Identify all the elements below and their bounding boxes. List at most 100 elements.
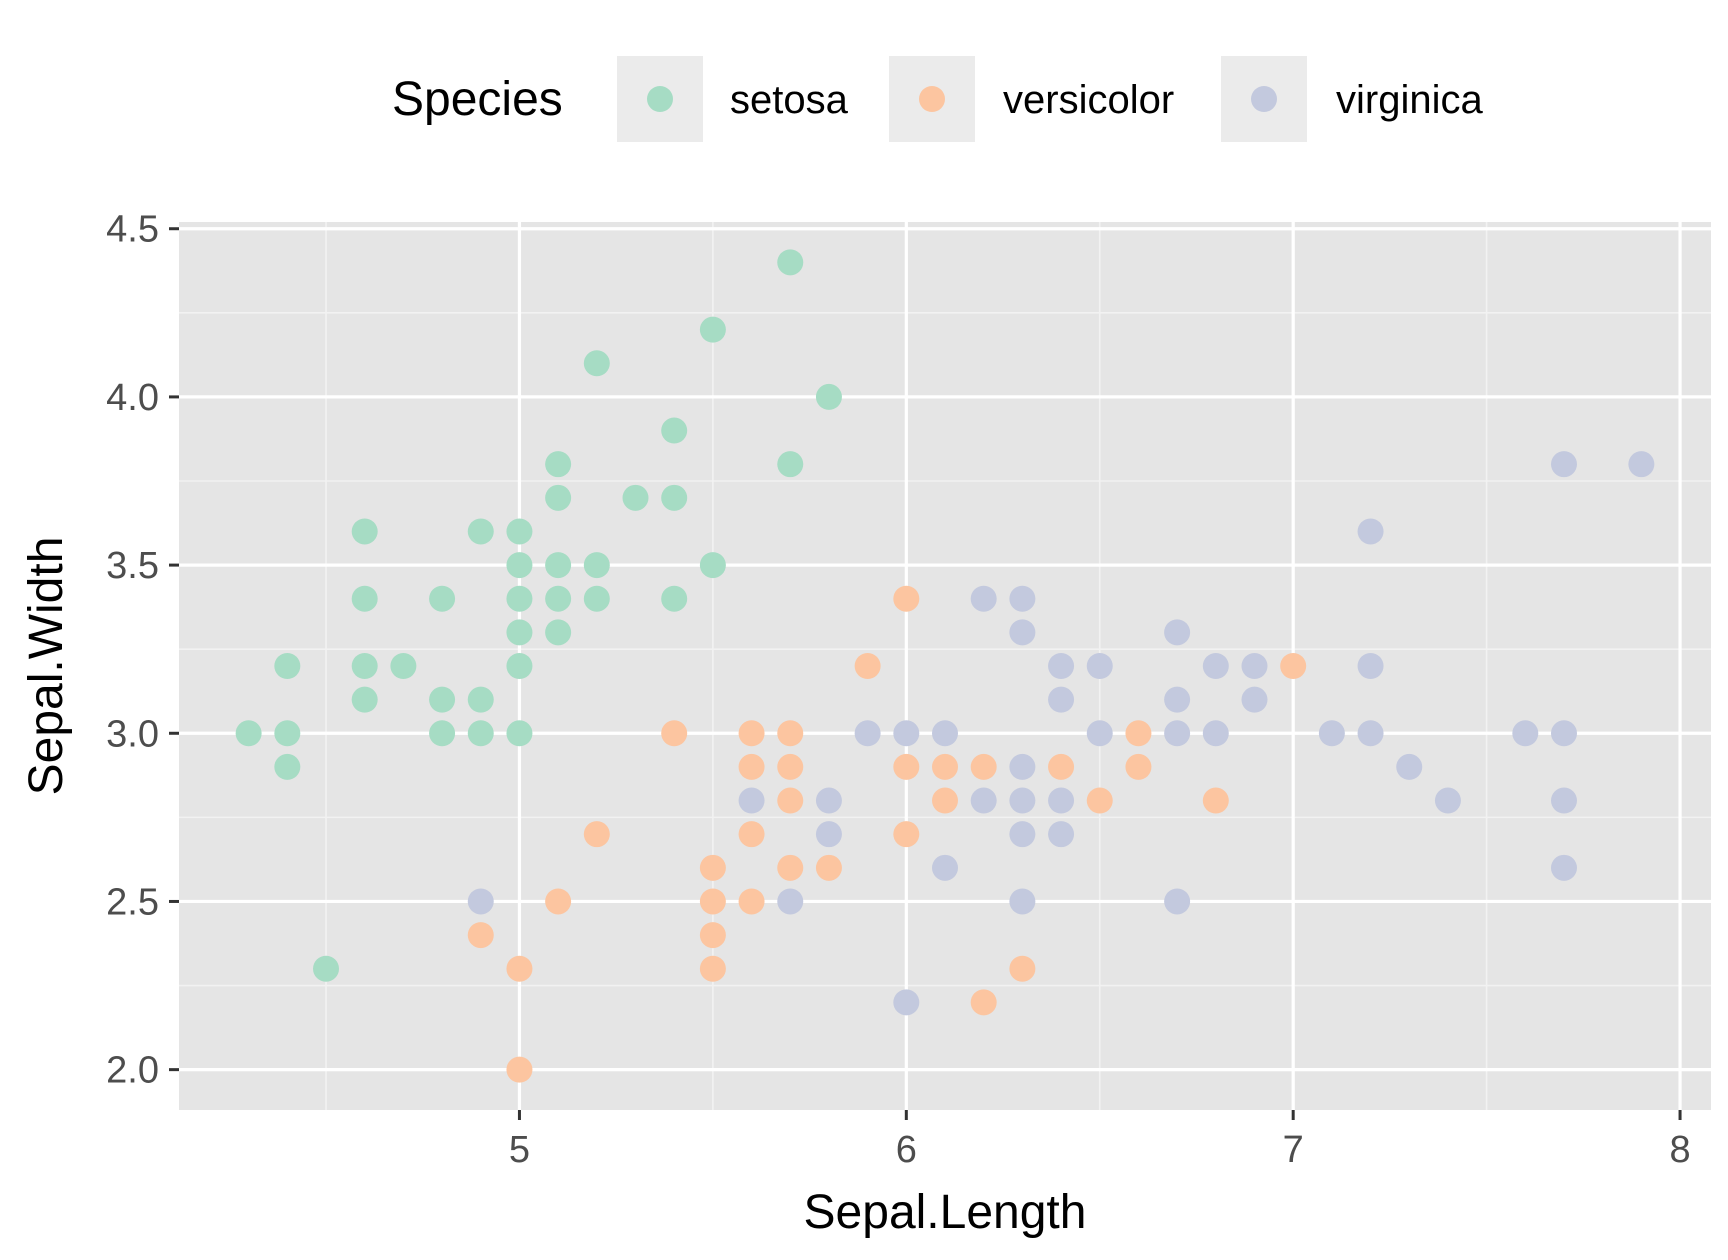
plot-panel — [179, 222, 1711, 1110]
virginica-point — [1550, 787, 1577, 814]
virginica-point — [893, 989, 920, 1016]
setosa-point — [506, 552, 533, 579]
x-tick-label: 5 — [509, 1129, 530, 1171]
y-tick-label: 3.5 — [106, 545, 159, 587]
setosa-point — [506, 720, 533, 747]
virginica-point — [1009, 619, 1036, 646]
x-axis-title: Sepal.Length — [804, 1186, 1087, 1239]
setosa-point — [429, 686, 456, 713]
versicolor-point — [1280, 653, 1307, 679]
setosa-point — [777, 249, 804, 276]
setosa-point — [351, 686, 378, 713]
setosa-point — [313, 955, 340, 982]
versicolor-point — [932, 753, 958, 780]
setosa-point — [351, 518, 378, 545]
virginica-point — [1164, 686, 1191, 713]
virginica-point — [777, 888, 804, 915]
setosa-point — [390, 653, 417, 679]
versicolor-point — [583, 821, 610, 848]
legend-marker-versicolor — [919, 86, 945, 112]
setosa-point — [777, 451, 804, 478]
setosa-point — [583, 350, 610, 377]
x-tick-label: 6 — [896, 1129, 917, 1171]
virginica-point — [970, 787, 997, 814]
setosa-point — [583, 552, 610, 579]
y-tick-label: 4.0 — [106, 377, 159, 419]
virginica-point — [815, 787, 842, 814]
virginica-point — [467, 888, 494, 915]
legend-label-setosa: setosa — [730, 78, 849, 122]
versicolor-point — [777, 787, 804, 814]
versicolor-point — [506, 1056, 533, 1083]
setosa-point — [274, 653, 301, 679]
setosa-point — [545, 451, 572, 478]
versicolor-point — [1125, 753, 1152, 780]
setosa-point — [506, 619, 533, 646]
virginica-point — [1357, 653, 1384, 679]
versicolor-point — [893, 821, 920, 848]
virginica-point — [1009, 888, 1036, 915]
virginica-point — [1434, 787, 1461, 814]
virginica-point — [1628, 451, 1655, 478]
virginica-point — [1512, 720, 1539, 747]
versicolor-point — [1125, 720, 1152, 747]
virginica-point — [1396, 753, 1423, 780]
virginica-point — [1009, 787, 1036, 814]
virginica-point — [1241, 653, 1268, 679]
x-axis: 5 6 7 8 — [509, 1110, 1691, 1171]
setosa-point — [815, 383, 842, 410]
virginica-point — [1202, 720, 1229, 747]
setosa-point — [274, 720, 301, 747]
setosa-point — [274, 753, 301, 780]
versicolor-point — [970, 753, 997, 780]
setosa-point — [661, 585, 688, 612]
versicolor-point — [970, 989, 997, 1016]
virginica-point — [1164, 720, 1191, 747]
virginica-point — [1048, 787, 1075, 814]
setosa-point — [467, 686, 494, 713]
versicolor-point — [699, 854, 726, 881]
x-tick-label: 7 — [1283, 1129, 1304, 1171]
versicolor-point — [661, 720, 688, 747]
virginica-point — [1318, 720, 1345, 747]
versicolor-point — [1202, 787, 1229, 814]
versicolor-point — [467, 922, 494, 949]
setosa-point — [235, 720, 262, 747]
versicolor-point — [893, 753, 920, 780]
virginica-point — [1086, 653, 1113, 679]
y-tick-label: 2.5 — [106, 881, 159, 923]
versicolor-point — [699, 955, 726, 982]
setosa-point — [661, 484, 688, 511]
versicolor-point — [854, 653, 881, 679]
virginica-point — [1164, 888, 1191, 915]
legend-label-virginica: virginica — [1336, 78, 1483, 122]
versicolor-point — [545, 888, 572, 915]
virginica-point — [738, 787, 765, 814]
setosa-point — [351, 585, 378, 612]
virginica-point — [1202, 653, 1229, 679]
setosa-point — [545, 619, 572, 646]
setosa-point — [699, 552, 726, 579]
setosa-point — [429, 585, 456, 612]
setosa-point — [429, 720, 456, 747]
virginica-point — [1086, 720, 1113, 747]
setosa-point — [351, 653, 378, 679]
virginica-point — [932, 720, 958, 747]
versicolor-point — [738, 720, 765, 747]
versicolor-point — [893, 585, 920, 612]
setosa-point — [622, 484, 649, 511]
versicolor-point — [738, 753, 765, 780]
setosa-point — [467, 720, 494, 747]
legend-label-versicolor: versicolor — [1003, 78, 1174, 122]
series-virginica — [467, 451, 1655, 1016]
setosa-point — [661, 417, 688, 444]
setosa-point — [506, 518, 533, 545]
virginica-point — [815, 821, 842, 848]
data-points — [235, 249, 1655, 1083]
setosa-point — [467, 518, 494, 545]
virginica-point — [970, 585, 997, 612]
setosa-point — [545, 585, 572, 612]
versicolor-point — [506, 955, 533, 982]
y-tick-label: 3.0 — [106, 713, 159, 755]
setosa-point — [506, 653, 533, 679]
